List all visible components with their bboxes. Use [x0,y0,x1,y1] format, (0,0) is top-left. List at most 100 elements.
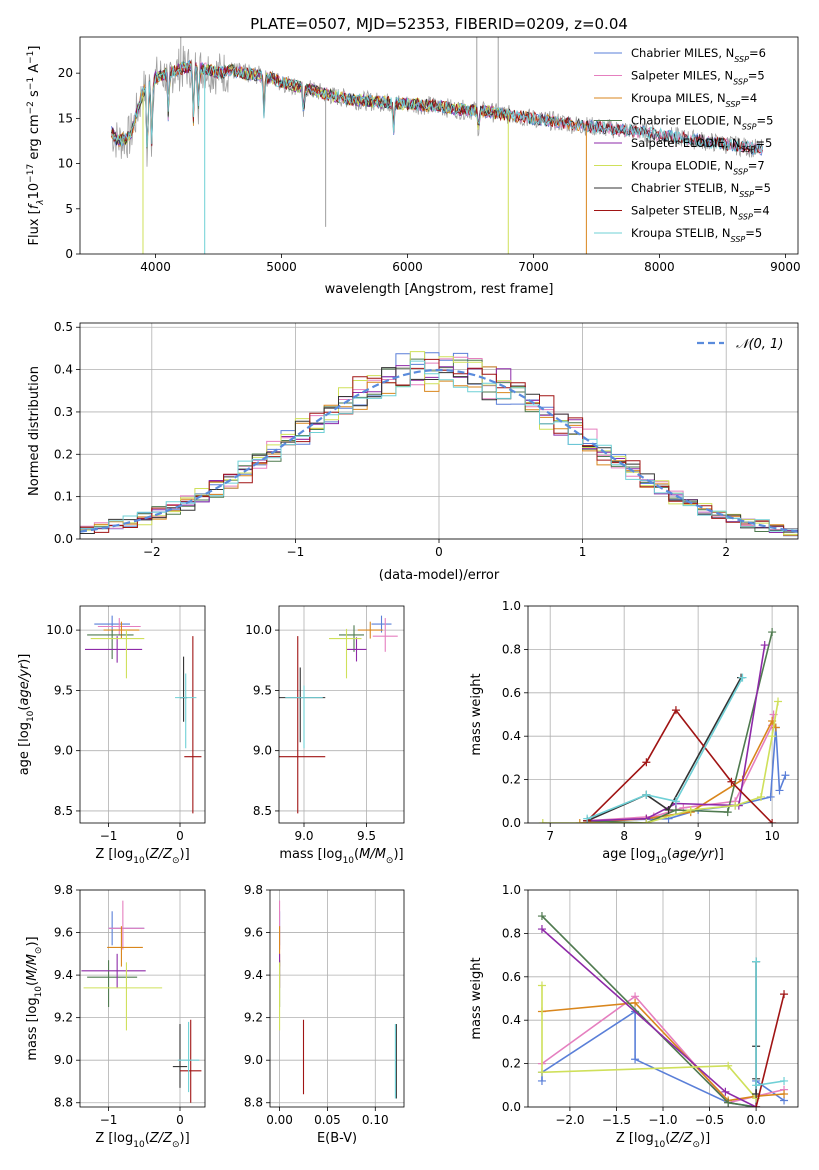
series-marker [537,981,546,990]
x-axis-label: (data-model)/error [379,568,500,583]
y-tick-label: 1.0 [502,599,521,613]
series-marker [760,641,769,650]
model-line [111,63,763,155]
series-marker [537,1068,546,1077]
x-tick-label: −2.0 [555,1113,584,1127]
axes-residuals: −2 −1 0 1 2 0.0 0.1 0.2 0.3 0.4 0.5 𝒩(0, 1) (data-mo… [27,320,799,583]
x-tick-label: 9000 [770,260,801,274]
x-tick-label: −0.5 [695,1113,724,1127]
y-tick-label: 0 [65,247,73,261]
series-marker [780,1076,789,1085]
x-tick-label: 1 [579,545,587,559]
series-marker [631,1055,640,1064]
series-marker [671,797,680,806]
y-tick-label: 9.5 [253,683,272,697]
x-tick-label: 8 [620,829,628,843]
y-tick-label: 0.0 [502,1100,521,1114]
series-marker [721,1087,730,1096]
plot-area [85,615,202,814]
y-tick-label: 0.0 [502,816,521,830]
y-tick-label: 10.0 [46,623,73,637]
plot-area [538,628,790,823]
x-tick-label: 8000 [644,260,675,274]
x-tick-label: 0.00 [266,1113,293,1127]
series-line [755,961,785,1087]
series-marker [686,805,695,814]
legend-label: Chabrier MILES, NSSP=6 [631,46,766,64]
x-tick-label: 0.10 [362,1113,389,1127]
y-tick-label: 15 [58,111,73,125]
series-marker [727,777,736,786]
x-tick-label: 9 [694,829,702,843]
x-tick-label: 0 [176,829,184,843]
legend-label: Salpeter STELIB, NSSP=4 [631,204,770,222]
legend-label: Kroupa ELODIE, NSSP=7 [631,159,765,177]
x-tick-label: 10 [764,829,779,843]
x-tick-label: 7 [546,829,554,843]
x-tick-label: 0.05 [314,1113,341,1127]
legend-label: Kroupa MILES, NSSP=4 [631,91,757,109]
series-marker [731,801,740,810]
y-tick-label: 9.4 [54,968,73,982]
plot-area [279,900,397,1099]
axes-frame [269,889,405,1108]
y-tick-label: 0.0 [54,532,73,546]
y-tick-label: 0.2 [54,447,73,461]
y-tick-label: 0.4 [502,1013,521,1027]
y-axis-label: mass weight [469,673,484,755]
y-tick-label: 9.0 [244,1053,263,1067]
y-tick-label: 9.0 [54,744,73,758]
axes-mass_vs_Z: −1 0 8.8 9.0 9.2 9.4 9.6 9.8 Z [log10(Z/Z⊙)] mass… [25,883,206,1150]
series-marker [664,805,673,814]
axes-mass_weight_vs_Z: −2.0 −1.5 −1.0 −0.5 0.0 0.0 0.2 0.4 0.6 0.8 1.0 Z [… [469,883,799,1150]
axes-frame [79,889,206,1108]
y-axis-label: age [log10(age/yr)] [17,654,36,776]
series-marker [723,808,732,817]
y-tick-label: 9.2 [54,1011,73,1025]
x-tick-label: 0 [435,545,443,559]
x-tick-label: 7000 [518,260,549,274]
axes-frame [79,36,799,255]
y-tick-label: 0.5 [54,320,73,334]
series-line [541,985,757,1099]
x-tick-label: 5000 [266,260,297,274]
y-tick-label: 8.5 [54,804,73,818]
legend: Chabrier MILES, NSSP=6 Salpeter MILES, NS… [594,46,773,244]
y-tick-label: 0.8 [502,642,521,656]
series-marker [583,814,592,823]
series-marker [768,732,777,741]
y-tick-label: 10.0 [245,623,272,637]
y-tick-label: 0.4 [502,729,521,743]
y-tick-label: 9.0 [54,1053,73,1067]
plot-area [279,615,398,814]
axes-frame [79,322,799,540]
x-axis-label: mass [log10(M/M⊙)] [279,847,403,866]
y-tick-label: 9.6 [54,926,73,940]
x-tick-label: 4000 [140,260,171,274]
series-marker [757,792,766,801]
x-tick-label: −1.5 [602,1113,631,1127]
series-marker [642,790,651,799]
y-tick-label: 8.8 [54,1096,73,1110]
x-tick-label: −1 [100,1113,118,1127]
axes-age_vs_Z: −1 0 8.5 9.0 9.5 10.0 Z [log10(Z/Z⊙)] age [log1… [17,605,206,866]
axes-mass_vs_EBV: 0.00 0.05 0.10 8.8 9.0 9.2 9.4 9.6 9.8 E(B-V) [244,883,405,1146]
legend-label: Chabrier ELODIE, NSSP=5 [631,114,773,132]
y-axis-label: Normed distribution [27,366,42,496]
y-tick-label: 20 [58,66,73,80]
y-tick-label: 9.0 [253,744,272,758]
series-marker [575,819,584,823]
normal-curve [80,368,798,533]
y-axis-label: mass [log10(M/M⊙)] [25,936,44,1060]
y-tick-label: 9.8 [244,883,263,897]
x-tick-label: −1 [287,545,305,559]
x-axis-label: wavelength [Angstrom, rest frame] [325,282,554,297]
series-marker [724,1098,733,1107]
series-marker [780,1089,789,1098]
x-tick-label: 2 [722,545,730,559]
x-axis-label: Z [log10(Z/Z⊙)] [95,847,189,866]
y-tick-label: 9.6 [244,926,263,940]
legend-label: Chabrier STELIB, NSSP=5 [631,181,771,199]
series-line [586,677,744,820]
y-tick-label: 0.2 [502,1057,521,1071]
